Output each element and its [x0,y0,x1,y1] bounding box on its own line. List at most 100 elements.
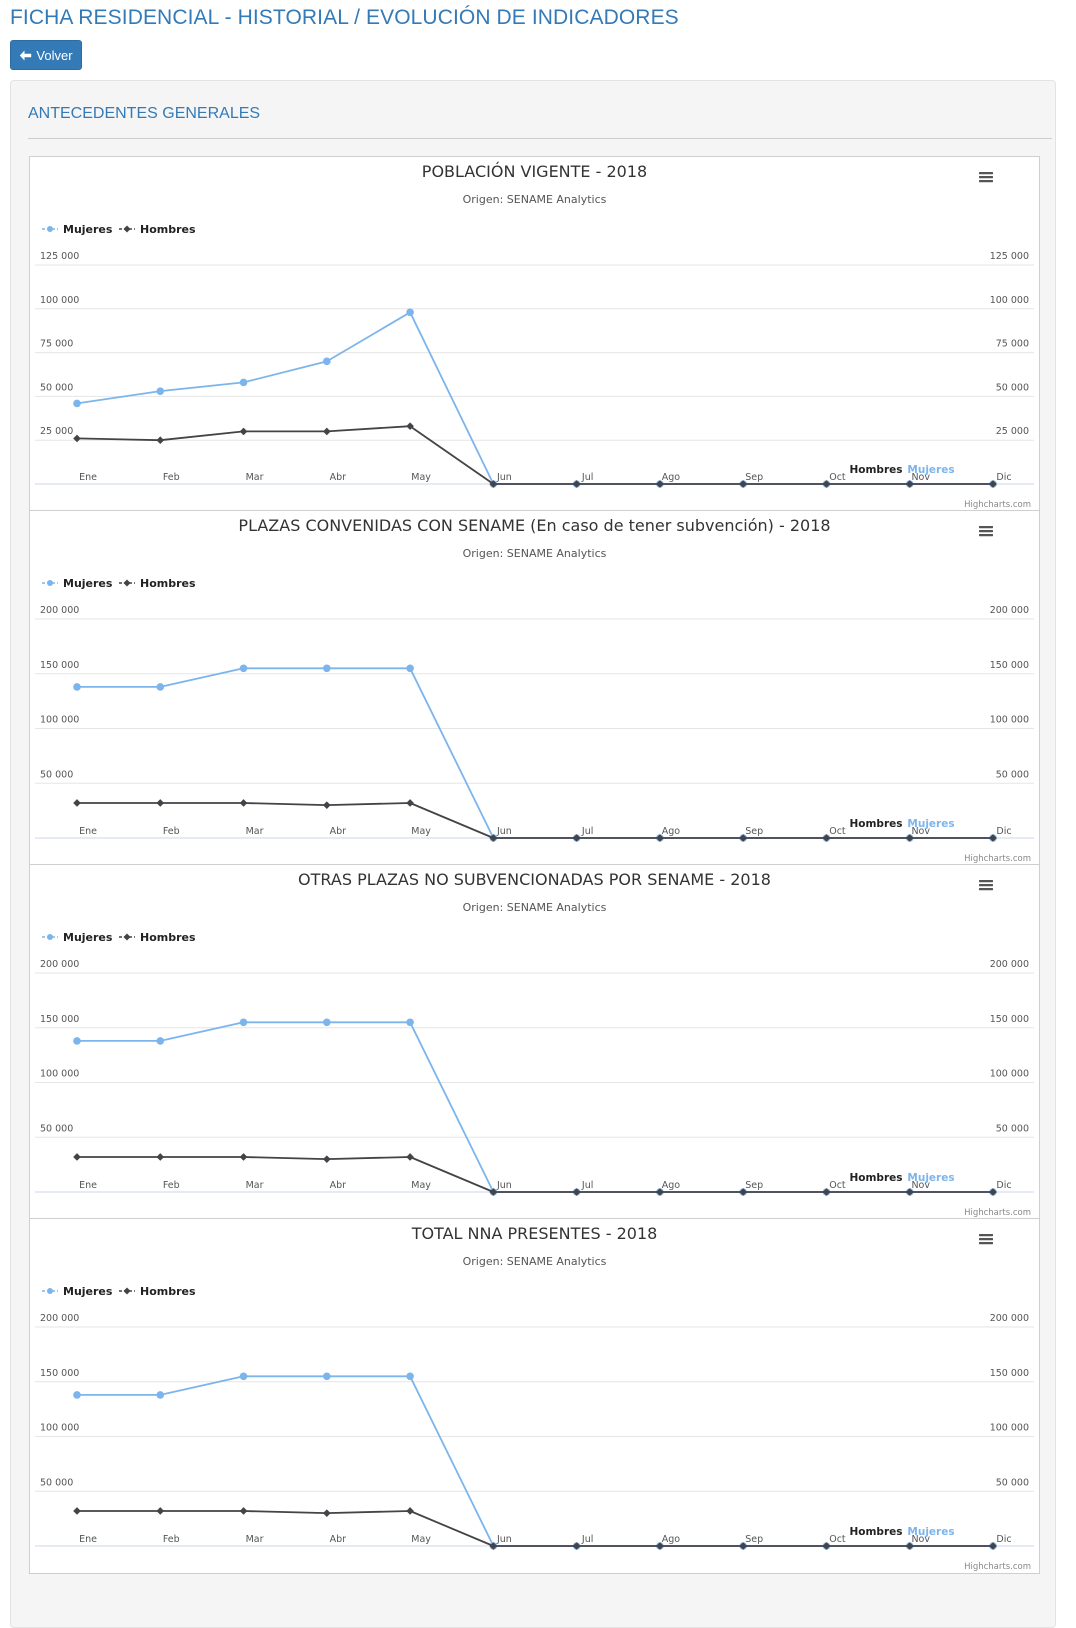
series-mujeres[interactable] [73,664,997,842]
data-point-hombres[interactable] [156,799,165,807]
data-point-hombres[interactable] [323,427,331,436]
data-point-hombres[interactable] [489,1542,498,1550]
y-tick-label-right: 100 000 [990,1069,1029,1080]
data-point-mujeres[interactable] [73,399,81,408]
data-point-hombres[interactable] [572,1188,581,1196]
axis-title-hombres: Hombres [849,818,902,830]
series-mujeres[interactable] [73,1372,997,1550]
data-point-hombres[interactable] [73,1153,81,1161]
data-point-hombres[interactable] [239,1153,248,1161]
data-point-hombres[interactable] [572,1542,581,1550]
data-point-mujeres[interactable] [73,683,81,691]
data-point-mujeres[interactable] [239,1372,248,1381]
data-point-hombres[interactable] [989,834,997,842]
hamburger-menu-icon[interactable] [978,524,994,538]
data-point-hombres[interactable] [323,1509,331,1517]
data-point-hombres[interactable] [656,1188,664,1196]
data-point-hombres[interactable] [989,480,997,488]
legend-item-mujeres[interactable]: Mujeres [42,223,113,236]
data-point-hombres[interactable] [656,1542,664,1550]
data-point-hombres[interactable] [739,834,747,842]
y-tick-label-right: 75 000 [996,339,1029,350]
data-point-mujeres[interactable] [406,1018,414,1027]
data-point-mujeres[interactable] [239,1018,248,1027]
data-point-hombres[interactable] [156,1153,165,1161]
data-point-mujeres[interactable] [406,308,414,317]
legend-item-hombres[interactable]: Hombres [119,931,196,944]
data-point-hombres[interactable] [822,480,831,488]
data-point-hombres[interactable] [489,1188,498,1196]
data-point-mujeres[interactable] [156,387,165,395]
data-point-mujeres[interactable] [323,1018,331,1027]
data-point-hombres[interactable] [989,1542,997,1550]
highcharts-credit-link[interactable]: Highcharts.com [964,1208,1031,1218]
data-point-hombres[interactable] [822,1542,831,1550]
data-point-hombres[interactable] [156,436,165,444]
data-point-hombres[interactable] [239,1507,248,1515]
y-tick-label-right: 125 000 [990,251,1029,262]
data-point-hombres[interactable] [905,1542,914,1550]
data-point-mujeres[interactable] [323,664,331,673]
data-point-hombres[interactable] [323,1155,331,1163]
legend-item-hombres[interactable]: Hombres [119,577,196,590]
data-point-hombres[interactable] [323,801,331,809]
data-point-hombres[interactable] [572,480,581,488]
series-hombres[interactable] [73,422,997,488]
series-hombres[interactable] [73,1507,997,1550]
data-point-mujeres[interactable] [156,683,165,691]
data-point-hombres[interactable] [489,480,498,488]
data-point-hombres[interactable] [239,799,248,807]
data-point-hombres[interactable] [739,480,747,488]
arrow-left-icon [19,50,32,61]
hamburger-menu-icon[interactable] [978,878,994,892]
highcharts-credit-link[interactable]: Highcharts.com [964,854,1031,864]
data-point-mujeres[interactable] [406,1372,414,1381]
series-mujeres[interactable] [73,1018,997,1196]
data-point-hombres[interactable] [156,1507,165,1515]
data-point-hombres[interactable] [406,1507,414,1515]
data-point-mujeres[interactable] [73,1037,81,1045]
series-hombres[interactable] [73,1153,997,1196]
data-point-hombres[interactable] [406,422,414,430]
highcharts-credit-link[interactable]: Highcharts.com [964,1562,1031,1572]
data-point-hombres[interactable] [739,1542,747,1550]
legend-item-mujeres[interactable]: Mujeres [42,931,113,944]
data-point-mujeres[interactable] [406,664,414,673]
legend-item-hombres[interactable]: Hombres [119,1285,196,1298]
data-point-mujeres[interactable] [156,1037,165,1045]
data-point-mujeres[interactable] [323,1372,331,1381]
data-point-hombres[interactable] [739,1188,747,1196]
highcharts-credit-link[interactable]: Highcharts.com [964,500,1031,510]
data-point-hombres[interactable] [73,799,81,807]
data-point-hombres[interactable] [905,480,914,488]
x-tick-label: Ene [79,472,97,483]
legend-label: Hombres [140,577,196,590]
data-point-hombres[interactable] [572,834,581,842]
data-point-hombres[interactable] [905,1188,914,1196]
data-point-hombres[interactable] [406,1153,414,1161]
hamburger-menu-icon[interactable] [978,1232,994,1246]
data-point-hombres[interactable] [822,1188,831,1196]
data-point-mujeres[interactable] [239,378,248,387]
data-point-hombres[interactable] [656,480,664,488]
data-point-mujeres[interactable] [239,664,248,673]
legend-item-mujeres[interactable]: Mujeres [42,577,113,590]
data-point-hombres[interactable] [822,834,831,842]
x-tick-label: Oct [829,1180,846,1191]
legend-item-mujeres[interactable]: Mujeres [42,1285,113,1298]
data-point-mujeres[interactable] [156,1391,165,1399]
data-point-hombres[interactable] [73,1507,81,1515]
data-point-hombres[interactable] [406,799,414,807]
x-tick-label: Abr [330,472,347,483]
back-button[interactable]: Volver [10,40,82,70]
data-point-hombres[interactable] [73,434,81,443]
chart-subtitle: Origen: SENAME Analytics [463,547,607,560]
data-point-hombres[interactable] [239,427,248,436]
data-point-mujeres[interactable] [73,1391,81,1399]
data-point-mujeres[interactable] [323,357,331,366]
series-mujeres[interactable] [73,308,997,488]
gridlines [35,972,1034,1138]
hamburger-menu-icon[interactable] [978,170,994,184]
data-point-hombres[interactable] [989,1188,997,1196]
legend-item-hombres[interactable]: Hombres [119,223,196,236]
